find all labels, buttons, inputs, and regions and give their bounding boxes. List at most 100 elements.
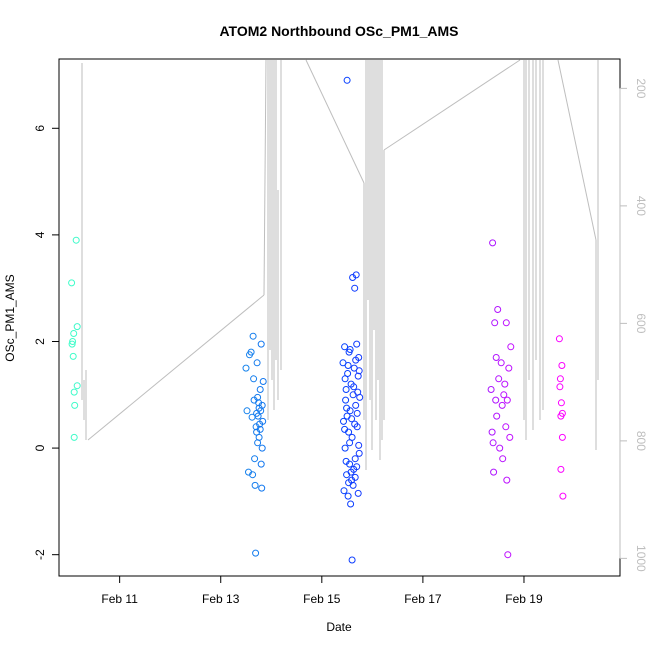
data-point: [347, 468, 355, 476]
data-point: [259, 417, 267, 425]
data-point: [343, 76, 351, 84]
data-point: [351, 284, 359, 292]
data-point: [487, 386, 495, 393]
data-point: [355, 441, 363, 449]
data-point: [490, 468, 498, 476]
data-point: [556, 375, 564, 383]
data-point: [70, 330, 78, 337]
data-point: [348, 556, 356, 564]
data-point: [505, 364, 513, 372]
data-point: [506, 433, 514, 441]
data-point: [258, 401, 266, 409]
x-axis: Feb 11 Feb 13 Feb 15 Feb 17 Feb 19: [101, 575, 543, 606]
data-point: [69, 338, 77, 345]
data-point: [258, 444, 266, 452]
y-tick-label: 2: [33, 338, 47, 345]
data-point: [71, 401, 79, 409]
x-tick-label: Feb 15: [303, 592, 341, 606]
data-point: [352, 401, 360, 409]
data-point: [350, 383, 358, 391]
data-point: [72, 236, 80, 244]
data-point: [492, 396, 500, 404]
data-point: [256, 386, 264, 393]
data-point: [342, 386, 350, 393]
y2-tick-label: 1000: [634, 545, 648, 572]
trace-line: [557, 59, 597, 241]
data-point: [243, 407, 251, 415]
data-point: [249, 332, 257, 340]
trace-line: [263, 59, 267, 296]
trace-line: [383, 59, 521, 151]
data-point: [502, 319, 510, 327]
data-point: [558, 409, 566, 417]
data-point: [347, 500, 355, 508]
data-point: [249, 471, 257, 479]
y-tick-label: -2: [33, 549, 47, 560]
point-layer: [68, 76, 567, 564]
data-point: [253, 359, 261, 367]
y-tick-label: 4: [33, 231, 47, 238]
data-point: [352, 356, 360, 364]
data-point: [251, 481, 259, 489]
data-point: [259, 378, 267, 385]
y2-tick-label: 200: [634, 78, 648, 98]
data-point: [257, 460, 265, 468]
data-point: [504, 551, 512, 559]
data-point: [341, 425, 349, 433]
data-point: [69, 352, 77, 360]
data-point: [557, 465, 565, 473]
chart-title: ATOM2 Northbound OSc_PM1_AMS: [219, 23, 458, 39]
data-point: [489, 439, 497, 447]
y-axis-label: OSc_PM1_AMS: [3, 274, 17, 361]
data-point: [355, 449, 363, 457]
data-point: [73, 323, 81, 331]
data-point: [346, 439, 354, 447]
trace-line: [305, 59, 365, 184]
data-point: [492, 354, 500, 361]
data-point: [558, 433, 566, 441]
data-point: [351, 473, 359, 481]
data-point: [341, 343, 349, 351]
data-point: [343, 471, 351, 479]
x-axis-label: Date: [326, 620, 352, 634]
secondary-y-axis: 200 400 600 800 1000: [619, 78, 648, 572]
trace-line: [87, 294, 265, 441]
data-point: [494, 306, 502, 313]
data-point: [495, 375, 503, 383]
data-point: [344, 362, 352, 369]
data-point: [489, 239, 497, 247]
data-point: [257, 340, 265, 348]
data-point: [507, 343, 515, 351]
y-tick-label: 6: [33, 125, 47, 132]
data-point: [349, 481, 357, 489]
data-point: [251, 455, 259, 463]
data-point: [491, 319, 499, 327]
data-point: [258, 484, 266, 492]
data-point: [342, 396, 350, 404]
data-point: [250, 375, 258, 383]
data-point: [73, 382, 81, 390]
data-point: [340, 487, 348, 495]
data-point: [497, 359, 505, 367]
data-point: [242, 364, 250, 372]
data-point: [496, 444, 504, 452]
data-point: [351, 455, 359, 463]
data-point: [343, 404, 351, 412]
data-point: [503, 396, 511, 404]
data-point: [556, 383, 564, 391]
data-point: [341, 375, 349, 383]
data-point: [488, 428, 496, 436]
data-point: [252, 549, 260, 557]
data-point: [356, 393, 364, 401]
data-point: [353, 340, 361, 348]
data-point: [557, 399, 565, 407]
data-point: [70, 433, 78, 441]
data-point: [502, 423, 510, 431]
data-point: [559, 492, 567, 500]
data-point: [254, 393, 262, 401]
x-tick-label: Feb 11: [101, 592, 138, 606]
data-point: [351, 420, 359, 428]
data-point: [341, 444, 349, 452]
data-point: [352, 271, 360, 279]
